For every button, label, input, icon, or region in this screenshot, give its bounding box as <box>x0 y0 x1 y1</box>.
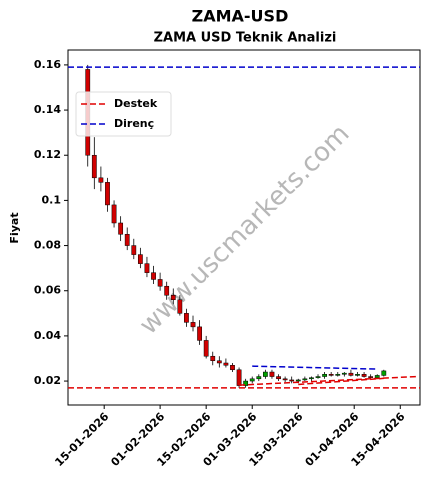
candle-body <box>151 272 156 280</box>
candle-body <box>295 379 301 382</box>
candle-body <box>91 154 97 179</box>
y-tick-label: 0.04 <box>34 329 61 342</box>
plot-frame <box>67 49 421 406</box>
y-tick-label: 0.06 <box>34 284 61 297</box>
y-tick-label: 0.02 <box>34 374 61 387</box>
candle-body <box>203 340 209 357</box>
candle-body <box>137 254 143 264</box>
candle-body <box>249 378 255 382</box>
candle-body <box>302 378 308 381</box>
candle-body <box>236 369 242 386</box>
candle-body <box>381 370 387 376</box>
candle-body <box>124 234 130 246</box>
candle-body <box>197 326 202 341</box>
candle-body <box>230 365 235 371</box>
candle-body <box>190 322 196 328</box>
y-axis-label: Fiyat <box>8 212 21 243</box>
candle-body <box>322 374 327 377</box>
candle-body <box>269 371 275 377</box>
legend-label: Destek <box>114 97 158 110</box>
candle-body <box>210 355 216 361</box>
candle-body <box>256 376 262 380</box>
candle-body <box>368 376 374 378</box>
candle-body <box>216 360 222 364</box>
candle-body <box>289 379 295 382</box>
candle-body <box>164 285 170 296</box>
candle-body <box>184 313 189 323</box>
candle-body <box>355 374 360 376</box>
candle-body <box>262 371 268 377</box>
candle-body <box>341 372 347 375</box>
candle-body <box>282 378 288 381</box>
candle-body <box>315 376 321 378</box>
y-tick-label: 0.14 <box>34 103 61 116</box>
candle-body <box>131 245 137 255</box>
candle-body <box>243 380 249 386</box>
candle-body <box>335 374 341 376</box>
candle-body <box>98 177 104 183</box>
candle-body <box>170 294 176 301</box>
y-tick-label: 0.08 <box>34 239 61 252</box>
chart-subtitle: ZAMA USD Teknik Analizi <box>154 31 337 46</box>
watermark: www.uscmarkets.com <box>134 119 356 341</box>
candle-body <box>177 299 183 314</box>
candle-body <box>111 204 117 224</box>
legend-box <box>75 91 172 137</box>
candle-body <box>309 377 314 380</box>
legend-label: Direnç <box>114 117 154 130</box>
y-tick-label: 0.12 <box>34 148 61 161</box>
candle-body <box>144 263 150 273</box>
support-line <box>298 377 384 386</box>
candle-body <box>348 372 354 376</box>
candle-body <box>157 279 163 287</box>
candle-body <box>118 222 124 235</box>
candle-body <box>223 362 229 366</box>
y-tick-label: 0.1 <box>42 193 62 206</box>
candle-body <box>328 374 334 376</box>
y-tick-label: 0.16 <box>34 58 61 71</box>
candle-body <box>361 374 367 377</box>
candle-body <box>374 375 380 378</box>
resistance-line <box>252 365 378 370</box>
chart-title: ZAMA-USD <box>192 7 289 26</box>
support-line <box>239 375 417 386</box>
x-tick-label: 15-01-2026 <box>52 410 111 469</box>
candle-body <box>105 182 110 206</box>
candle-body <box>276 376 281 380</box>
